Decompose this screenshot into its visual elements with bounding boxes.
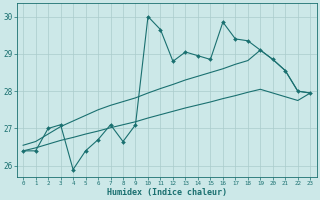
X-axis label: Humidex (Indice chaleur): Humidex (Indice chaleur) <box>107 188 227 197</box>
